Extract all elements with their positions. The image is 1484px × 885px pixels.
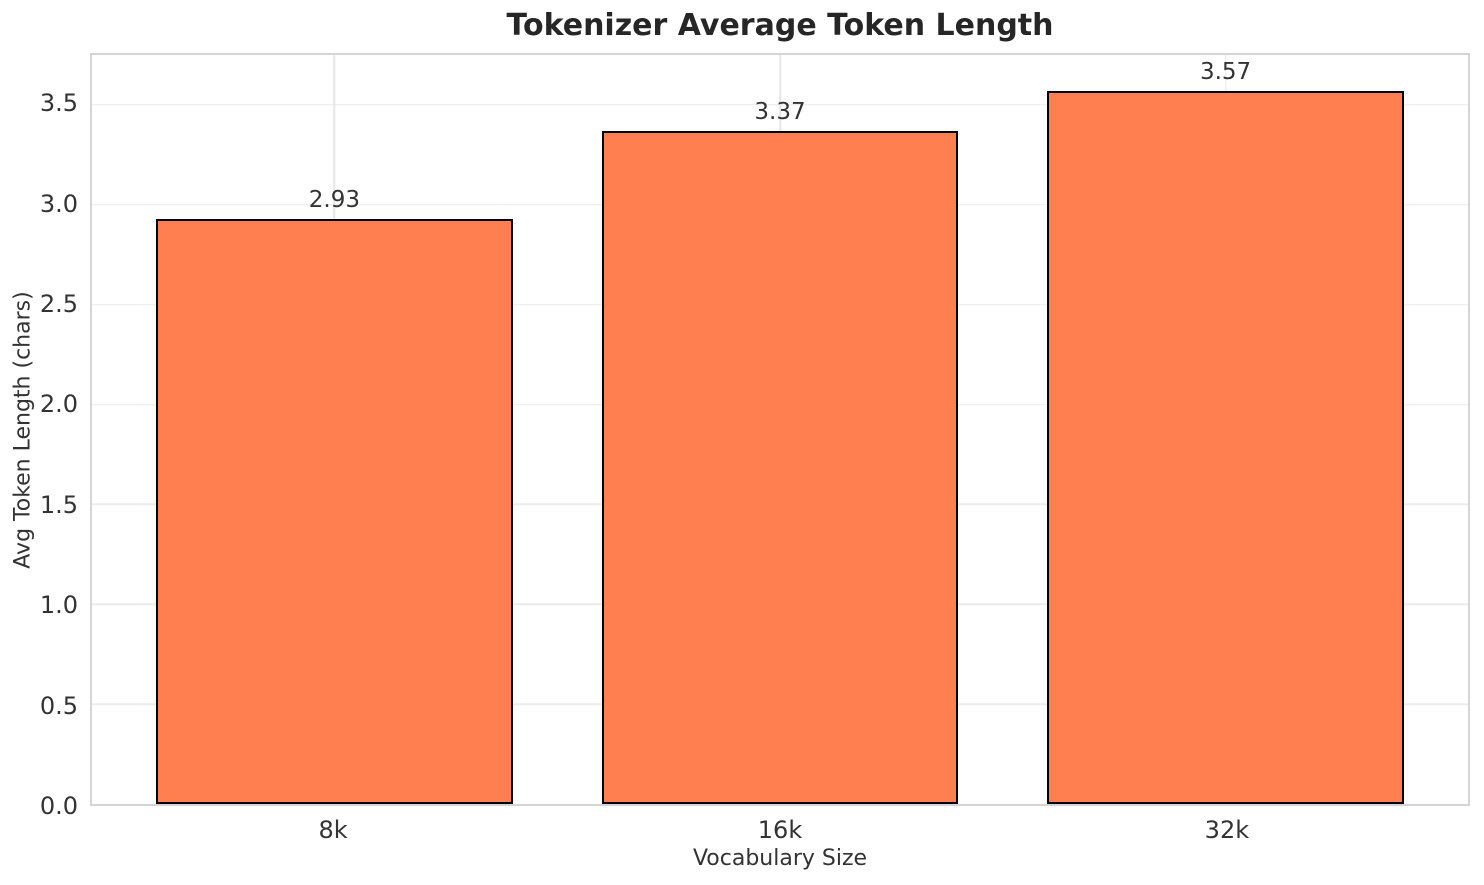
bar-value-label: 2.93 [308,186,360,213]
y-tick-label: 1.5 [39,490,78,519]
bar [601,130,959,804]
y-tick-label: 2.5 [39,290,78,318]
y-axis: 0.0 0.5 1.0 1.5 2.0 2.5 3.0 3.5 [0,53,78,820]
bar [1047,90,1404,804]
y-tick-label: 3.5 [39,89,78,118]
y-tick-label: 2.0 [39,390,78,419]
x-tick-label: 8k [318,816,348,844]
x-axis-label: Vocabulary Size [692,846,868,871]
y-tick-label: 0.0 [39,792,78,820]
plot-area: 2.93 3.37 3.57 [90,53,1470,806]
x-tick-label: 16k [757,816,803,844]
x-tick-label: 32k [1204,816,1250,844]
y-tick-label: 1.0 [39,591,78,620]
y-tick-label: 0.5 [39,691,78,720]
chart-title: Tokenizer Average Token Length [506,8,1054,43]
bar [156,218,513,804]
bar-value-label: 3.57 [1199,58,1252,85]
y-tick-label: 3.0 [39,189,78,218]
x-axis: 8k 16k 32k [90,812,1470,846]
bar-value-label: 3.37 [754,98,806,125]
